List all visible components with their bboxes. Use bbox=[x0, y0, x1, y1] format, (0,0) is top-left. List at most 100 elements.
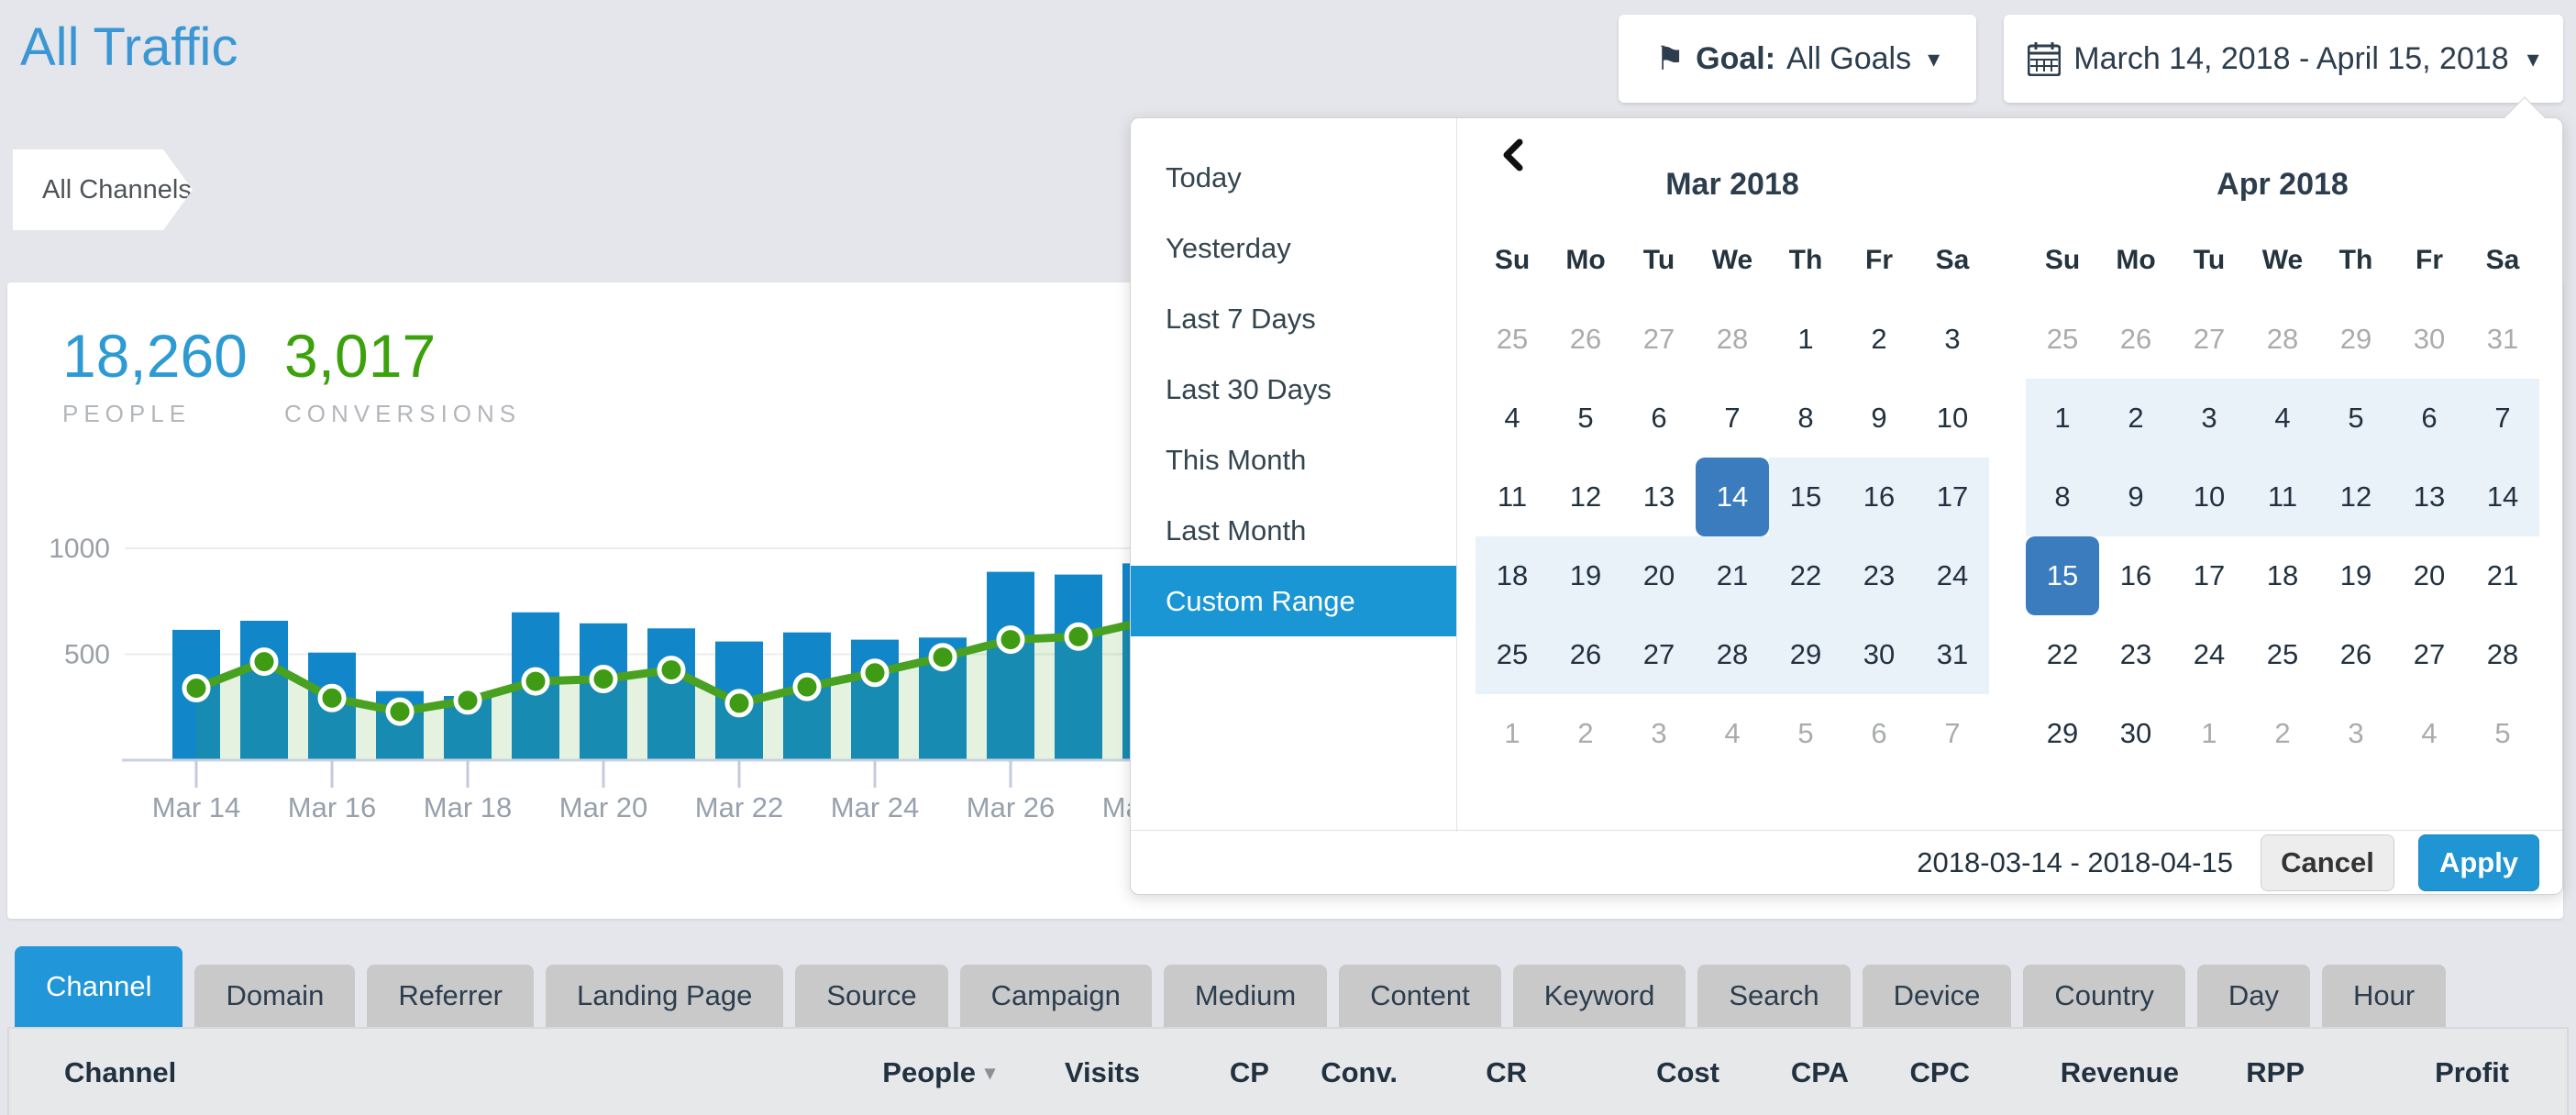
day-cell[interactable]: 31 bbox=[2486, 323, 2519, 355]
day-cell[interactable]: 3 bbox=[1944, 323, 1961, 355]
preset-custom-range[interactable]: Custom Range bbox=[1131, 566, 1456, 636]
tab-keyword[interactable]: Keyword bbox=[1512, 965, 1686, 1027]
day-cell[interactable]: 16 bbox=[2119, 559, 2152, 591]
tab-content[interactable]: Content bbox=[1339, 965, 1501, 1027]
goal-dropdown-button[interactable]: ⚑ Goal: All Goals ▾ bbox=[1619, 15, 1976, 103]
day-cell[interactable]: 12 bbox=[1569, 480, 1602, 513]
preset-last-month[interactable]: Last Month bbox=[1166, 513, 1307, 546]
day-cell[interactable]: 1 bbox=[1797, 323, 1814, 355]
day-cell[interactable]: 2 bbox=[2099, 379, 2172, 458]
column-header-cp[interactable]: CP bbox=[1229, 1056, 1269, 1088]
column-header-cpa[interactable]: CPA bbox=[1790, 1056, 1849, 1088]
column-header-cost[interactable]: Cost bbox=[1656, 1056, 1719, 1088]
cancel-button[interactable]: Cancel bbox=[2261, 833, 2394, 891]
column-header-visits[interactable]: Visits bbox=[1064, 1056, 1140, 1088]
day-cell[interactable]: 29 bbox=[2339, 323, 2372, 355]
day-cell[interactable]: 31 bbox=[1916, 615, 1989, 694]
day-cell[interactable]: 20 bbox=[2413, 559, 2446, 591]
day-cell[interactable]: 11 bbox=[1497, 480, 1528, 513]
tab-day[interactable]: Day bbox=[2196, 965, 2311, 1027]
day-cell[interactable]: 13 bbox=[2393, 458, 2466, 536]
day-cell[interactable]: 7 bbox=[1724, 402, 1741, 434]
day-cell[interactable]: 4 bbox=[1724, 717, 1741, 749]
day-cell[interactable]: 26 bbox=[1549, 615, 1622, 694]
day-cell[interactable]: 9 bbox=[2099, 458, 2172, 536]
day-cell-selected[interactable]: 14 bbox=[1696, 458, 1769, 536]
preset-last-7-days[interactable]: Last 7 Days bbox=[1166, 302, 1316, 335]
column-header-revenue[interactable]: Revenue bbox=[2060, 1056, 2179, 1088]
day-cell[interactable]: 25 bbox=[2046, 323, 2079, 355]
day-cell[interactable]: 30 bbox=[2119, 717, 2152, 749]
apply-button[interactable]: Apply bbox=[2418, 833, 2539, 891]
day-cell[interactable]: 29 bbox=[2046, 717, 2079, 749]
day-cell[interactable]: 8 bbox=[2026, 458, 2099, 536]
day-cell[interactable]: 15 bbox=[1769, 458, 1842, 536]
day-cell[interactable]: 28 bbox=[2486, 638, 2519, 670]
day-cell[interactable]: 17 bbox=[2193, 559, 2226, 591]
tab-channel[interactable]: Channel bbox=[15, 946, 183, 1027]
column-header-cpc[interactable]: CPC bbox=[1909, 1056, 1970, 1088]
prev-month-icon[interactable] bbox=[1496, 137, 1532, 173]
day-cell[interactable]: 6 bbox=[1871, 717, 1887, 749]
day-cell[interactable]: 25 bbox=[2266, 638, 2299, 670]
column-header-conv-[interactable]: Conv. bbox=[1321, 1056, 1398, 1088]
tab-campaign[interactable]: Campaign bbox=[959, 965, 1152, 1027]
preset-yesterday[interactable]: Yesterday bbox=[1166, 231, 1291, 264]
day-cell[interactable]: 28 bbox=[1696, 615, 1769, 694]
column-header-cr[interactable]: CR bbox=[1486, 1056, 1527, 1088]
column-header-profit[interactable]: Profit bbox=[2435, 1056, 2509, 1088]
day-cell[interactable]: 1 bbox=[2201, 717, 2217, 749]
breadcrumb-all-channels[interactable]: All Channels bbox=[13, 149, 193, 230]
day-cell[interactable]: 23 bbox=[2119, 638, 2152, 670]
day-cell[interactable]: 24 bbox=[2193, 638, 2226, 670]
day-cell[interactable]: 3 bbox=[1651, 717, 1667, 749]
day-cell[interactable]: 25 bbox=[1476, 615, 1549, 694]
day-cell[interactable]: 9 bbox=[1871, 402, 1887, 434]
day-cell[interactable]: 21 bbox=[2486, 559, 2519, 591]
preset-today[interactable]: Today bbox=[1166, 160, 1242, 193]
day-cell[interactable]: 27 bbox=[2193, 323, 2226, 355]
day-cell[interactable]: 27 bbox=[2413, 638, 2446, 670]
day-cell[interactable]: 2 bbox=[1577, 717, 1594, 749]
day-cell[interactable]: 16 bbox=[1842, 458, 1916, 536]
tab-source[interactable]: Source bbox=[795, 965, 948, 1027]
tab-country[interactable]: Country bbox=[2023, 965, 2185, 1027]
preset-this-month[interactable]: This Month bbox=[1166, 443, 1307, 476]
day-cell[interactable]: 20 bbox=[1622, 536, 1696, 615]
day-cell[interactable]: 2 bbox=[1871, 323, 1887, 355]
day-cell[interactable]: 10 bbox=[2172, 458, 2246, 536]
preset-last-30-days[interactable]: Last 30 Days bbox=[1166, 372, 1332, 405]
day-cell[interactable]: 19 bbox=[2339, 559, 2372, 591]
day-cell[interactable]: 5 bbox=[2319, 379, 2393, 458]
day-cell[interactable]: 21 bbox=[1696, 536, 1769, 615]
day-cell[interactable]: 26 bbox=[2119, 323, 2152, 355]
tab-landing-page[interactable]: Landing Page bbox=[546, 965, 784, 1027]
tab-device[interactable]: Device bbox=[1862, 965, 2012, 1027]
tab-hour[interactable]: Hour bbox=[2322, 965, 2447, 1027]
day-cell[interactable]: 1 bbox=[1504, 717, 1520, 749]
day-cell[interactable]: 19 bbox=[1549, 536, 1622, 615]
day-cell[interactable]: 1 bbox=[2026, 379, 2099, 458]
day-cell[interactable]: 4 bbox=[2421, 717, 2438, 749]
day-cell[interactable]: 5 bbox=[2494, 717, 2511, 749]
column-header-people[interactable]: People ▾ bbox=[882, 1056, 995, 1088]
day-cell[interactable]: 11 bbox=[2246, 458, 2319, 536]
day-cell[interactable]: 28 bbox=[2266, 323, 2299, 355]
column-header-rpp[interactable]: RPP bbox=[2246, 1056, 2305, 1088]
day-cell[interactable]: 30 bbox=[2413, 323, 2446, 355]
tab-medium[interactable]: Medium bbox=[1163, 965, 1328, 1027]
day-cell[interactable]: 5 bbox=[1797, 717, 1814, 749]
day-cell[interactable]: 10 bbox=[1936, 402, 1969, 434]
day-cell[interactable]: 24 bbox=[1916, 536, 1989, 615]
day-cell[interactable]: 2 bbox=[2274, 717, 2291, 749]
day-cell[interactable]: 7 bbox=[2466, 379, 2539, 458]
day-cell[interactable]: 6 bbox=[2393, 379, 2466, 458]
tab-search[interactable]: Search bbox=[1697, 965, 1851, 1027]
day-cell[interactable]: 3 bbox=[2348, 717, 2364, 749]
day-cell[interactable]: 28 bbox=[1716, 323, 1749, 355]
day-cell[interactable]: 3 bbox=[2172, 379, 2246, 458]
day-cell[interactable]: 6 bbox=[1651, 402, 1667, 434]
day-cell[interactable]: 7 bbox=[1944, 717, 1961, 749]
day-cell[interactable]: 13 bbox=[1642, 480, 1675, 513]
tab-referrer[interactable]: Referrer bbox=[367, 965, 535, 1027]
